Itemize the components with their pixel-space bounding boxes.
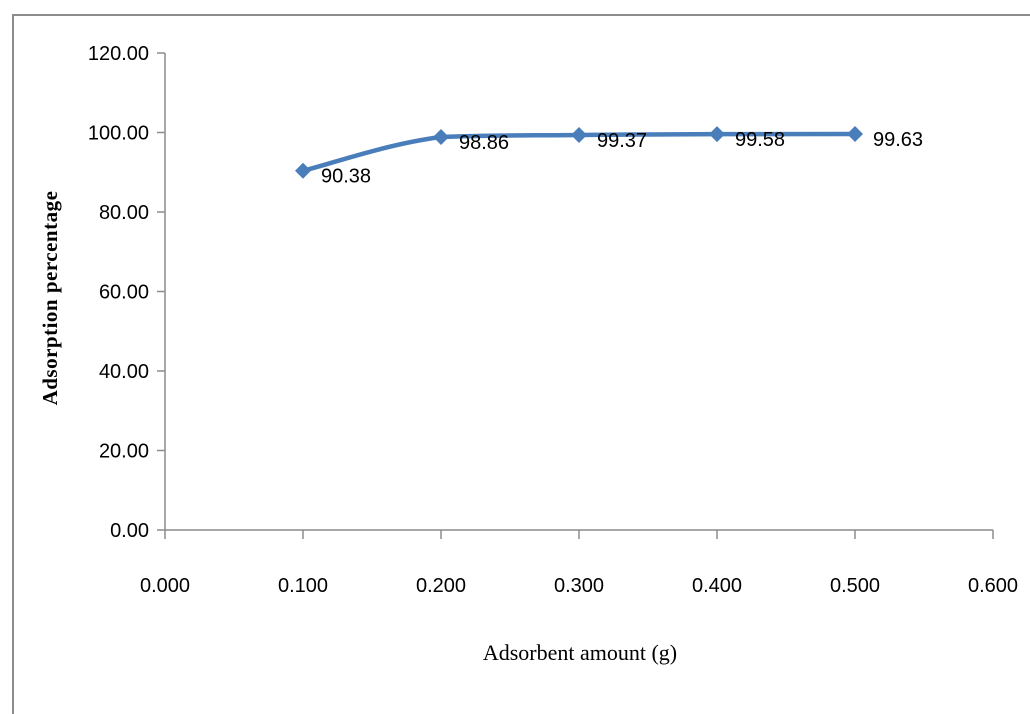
- x-tick-label: 0.400: [692, 575, 742, 597]
- y-tick-label: 0.00: [110, 520, 149, 542]
- data-labels: 90.38 98.86 99.37 99.58 99.63: [321, 129, 923, 188]
- y-tick-label: 100.00: [88, 123, 149, 145]
- x-tick-label: 0.300: [554, 575, 604, 597]
- y-tick-label: 60.00: [99, 282, 149, 304]
- y-axis-title: Adsorption percentage: [38, 191, 62, 406]
- data-point-marker: [571, 127, 587, 144]
- x-tick-label: 0.200: [416, 575, 466, 597]
- y-tick-label: 40.00: [99, 361, 149, 383]
- data-label: 99.63: [873, 129, 923, 151]
- x-tick-label: 0.500: [830, 575, 880, 597]
- data-label: 98.86: [459, 132, 509, 154]
- data-label: 90.38: [321, 166, 371, 188]
- data-point-marker: [433, 129, 449, 146]
- x-axis: 0.000 0.100 0.200 0.300 0.400 0.500 0.600: [140, 529, 1018, 597]
- x-tick-label: 0.600: [968, 575, 1018, 597]
- y-tick-label: 20.00: [99, 441, 149, 463]
- data-label: 99.58: [735, 129, 785, 151]
- y-tick-label: 80.00: [99, 202, 149, 224]
- data-point-marker: [295, 162, 311, 179]
- data-series: [295, 125, 863, 179]
- x-axis-title: Adsorbent amount (g): [483, 640, 677, 665]
- x-tick-label: 0.100: [278, 575, 328, 597]
- data-point-marker: [847, 125, 863, 142]
- data-point-marker: [709, 126, 725, 143]
- chart-frame: [12, 14, 1030, 714]
- y-axis: 0.00 20.00 40.00 60.00 80.00 100.00 120.00: [88, 43, 166, 542]
- y-tick-label: 120.00: [88, 43, 149, 65]
- x-tick-label: 0.000: [140, 575, 190, 597]
- data-label: 99.37: [597, 130, 647, 152]
